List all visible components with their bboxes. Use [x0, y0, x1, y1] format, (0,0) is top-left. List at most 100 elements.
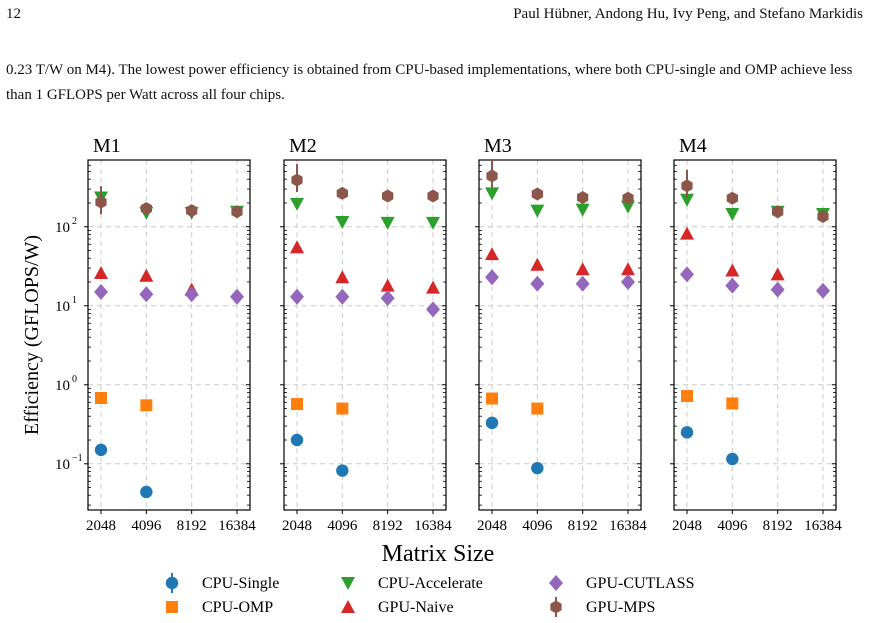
- data-point: [680, 426, 694, 439]
- data-point: [681, 390, 693, 403]
- data-point: [94, 443, 108, 457]
- y-tick-exponent: 1: [72, 295, 77, 306]
- panel-title: M2: [289, 135, 317, 157]
- data-point: [184, 286, 199, 303]
- data-point: [577, 191, 589, 204]
- data-point: [336, 402, 349, 415]
- y-tick-label: 10: [55, 299, 70, 315]
- data-point: [94, 283, 108, 300]
- data-point: [335, 270, 350, 284]
- x-tick-label: 16384: [218, 518, 256, 534]
- data-point: [530, 204, 545, 218]
- data-point: [140, 485, 153, 499]
- data-point: [770, 267, 785, 281]
- data-point: [621, 262, 635, 276]
- data-point: [726, 397, 739, 410]
- data-point: [485, 247, 499, 261]
- legend-label: GPU-CUTLASS: [586, 575, 694, 592]
- chart-panel-m4: M4 2048 4096 8192 16384: [670, 135, 842, 534]
- legend-label: GPU-Naive: [378, 599, 454, 616]
- data-point: [486, 392, 498, 405]
- x-tick-label: 8192: [373, 518, 403, 534]
- data-point: [336, 464, 349, 477]
- panel-frame: [87, 159, 251, 511]
- data-point: [291, 173, 303, 187]
- panel-frame: [673, 159, 837, 511]
- legend-item: GPU-Naive: [341, 599, 454, 616]
- x-tick-label: 4096: [522, 518, 553, 534]
- running-head-authors: Paul Hübner, Andong Hu, Ivy Peng, and St…: [513, 6, 863, 22]
- data-point: [621, 273, 635, 290]
- data-point: [335, 288, 350, 305]
- x-tick-label: 8192: [763, 518, 793, 534]
- body-paragraph: 0.23 T/W on M4). The lowest power effici…: [6, 62, 853, 103]
- x-tick-label: 16384: [804, 518, 842, 534]
- data-point: [336, 186, 348, 200]
- data-point: [231, 205, 243, 219]
- x-tick-label: 2048: [477, 518, 507, 534]
- data-point: [726, 452, 739, 466]
- data-point: [140, 399, 153, 412]
- data-point: [485, 187, 499, 201]
- data-point: [530, 275, 545, 292]
- page-number: 12: [6, 6, 21, 22]
- data-point: [139, 268, 154, 282]
- data-point: [621, 200, 635, 214]
- x-tick-label: 4096: [131, 518, 162, 534]
- data-point: [427, 189, 439, 203]
- data-point: [230, 288, 244, 305]
- legend-label: CPU-Accelerate: [378, 575, 483, 592]
- x-axis-label: Matrix Size: [382, 541, 495, 567]
- legend-item: CPU-OMP: [166, 599, 273, 616]
- data-point: [380, 290, 395, 307]
- x-tick-label: 16384: [414, 518, 452, 534]
- data-point: [290, 197, 304, 211]
- x-tick-label: 2048: [672, 518, 702, 534]
- data-point: [95, 392, 107, 405]
- legend-item: CPU-Accelerate: [341, 575, 483, 592]
- panel-title: M3: [484, 135, 512, 157]
- data-point: [140, 202, 152, 216]
- data-point: [770, 281, 785, 298]
- data-point: [291, 398, 303, 411]
- x-tick-label: 8192: [568, 518, 598, 534]
- data-point: [94, 265, 108, 279]
- x-tick-label: 16384: [609, 518, 647, 534]
- data-point: [531, 187, 543, 201]
- legend-label: CPU-OMP: [202, 599, 273, 616]
- data-point: [290, 240, 304, 254]
- data-point: [575, 203, 590, 217]
- panel-frame: [478, 159, 642, 511]
- data-point: [486, 169, 498, 183]
- y-tick-exponent: −1: [72, 453, 83, 464]
- data-point: [335, 215, 350, 229]
- legend-marker: [549, 575, 563, 591]
- data-point: [575, 275, 590, 292]
- x-tick-label: 2048: [282, 518, 312, 534]
- chart-panel-m2: M2 2048 4096 8192 16384: [280, 135, 452, 534]
- legend-item: GPU-MPS: [550, 597, 655, 617]
- y-tick-exponent: 0: [72, 374, 77, 385]
- data-point: [725, 208, 740, 222]
- data-point: [575, 262, 590, 276]
- data-point: [816, 282, 830, 299]
- data-point: [531, 461, 544, 475]
- legend-label: CPU-Single: [202, 575, 279, 592]
- chart-panel-m3: M3 2048 4096 8192 16384: [475, 135, 647, 534]
- legend-item: CPU-Single: [165, 573, 279, 593]
- x-tick-label: 2048: [86, 518, 116, 534]
- data-point: [817, 210, 829, 223]
- data-point: [681, 179, 693, 193]
- data-point: [382, 189, 394, 203]
- x-tick-label: 8192: [177, 518, 207, 534]
- y-tick-label: 10: [55, 378, 70, 394]
- data-point: [530, 257, 545, 271]
- legend-label: GPU-MPS: [586, 599, 655, 616]
- legend-item: GPU-CUTLASS: [549, 575, 694, 592]
- data-point: [726, 191, 738, 205]
- data-point: [680, 266, 694, 283]
- chart-panel-m1: M1 2048 4096 8192 16384: [84, 135, 256, 534]
- data-point: [426, 216, 440, 230]
- legend-marker: [550, 600, 562, 614]
